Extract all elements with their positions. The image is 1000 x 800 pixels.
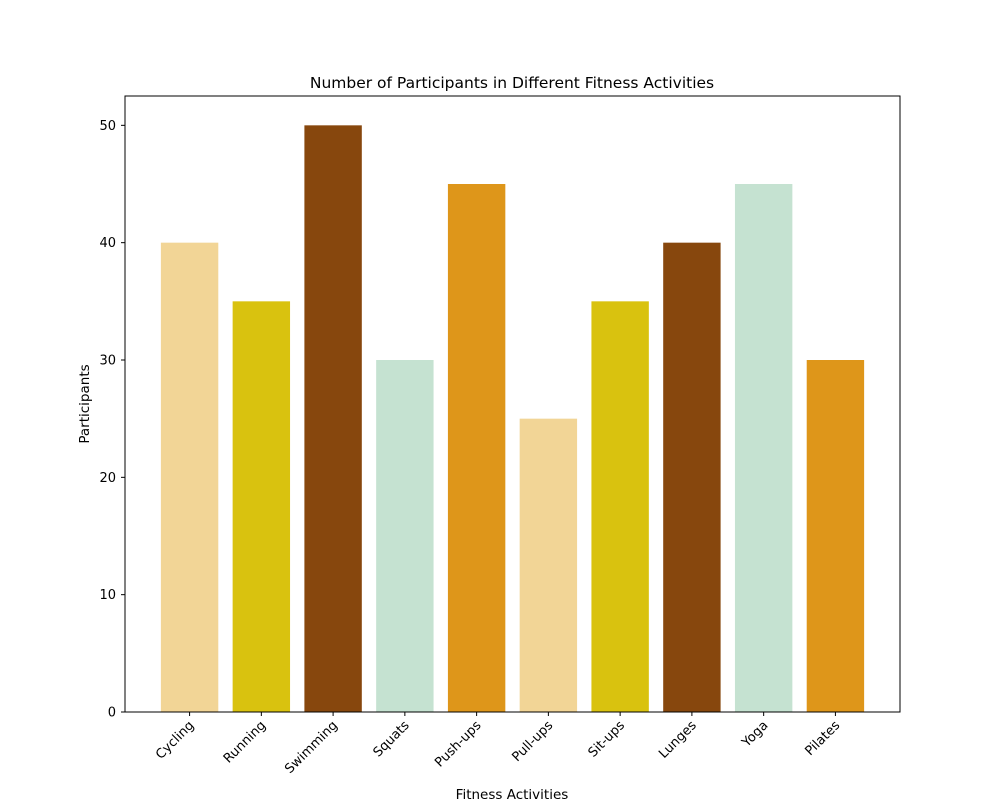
bar-lunges	[663, 242, 721, 712]
x-axis: Cycling Running Swimming Squats Push-ups Pull…	[153, 712, 843, 777]
x-tick-label: Yoga	[739, 718, 772, 751]
y-tick-label: 40	[99, 236, 116, 251]
bar-pull-ups	[519, 418, 578, 712]
x-tick-label: Running	[221, 718, 269, 766]
y-tick-label: 10	[99, 588, 116, 603]
y-axis: 0 10 20 30 40 50	[99, 119, 125, 721]
bar-swimming	[304, 125, 362, 713]
x-tick-label: Sit-ups	[586, 718, 629, 761]
x-tick-label: Push-ups	[432, 718, 484, 770]
chart-title: Number of Participants in Different Fitn…	[310, 74, 714, 92]
x-tick-label: Pilates	[802, 718, 843, 759]
bar-yoga	[734, 184, 793, 712]
x-tick-label: Cycling	[153, 718, 197, 762]
x-tick-label: Squats	[371, 718, 413, 760]
y-tick-label: 30	[99, 354, 116, 369]
x-tick-label: Lunges	[656, 718, 700, 762]
bar-running	[232, 301, 291, 712]
bars-group	[160, 125, 865, 713]
y-tick-label: 0	[108, 706, 116, 721]
y-tick-label: 50	[99, 119, 116, 134]
bar-cycling	[160, 242, 219, 712]
x-tick-label: Swimming	[282, 718, 341, 777]
y-tick-label: 20	[99, 471, 116, 486]
bar-squats	[376, 360, 434, 712]
bar-push-ups	[447, 184, 506, 712]
y-axis-title: Participants	[77, 364, 93, 443]
bar-sit-ups	[591, 301, 649, 712]
x-axis-title: Fitness Activities	[456, 787, 569, 800]
plot-frame	[124, 95, 901, 713]
bar-pilates	[806, 360, 865, 712]
x-tick-label: Pull-ups	[510, 718, 557, 765]
